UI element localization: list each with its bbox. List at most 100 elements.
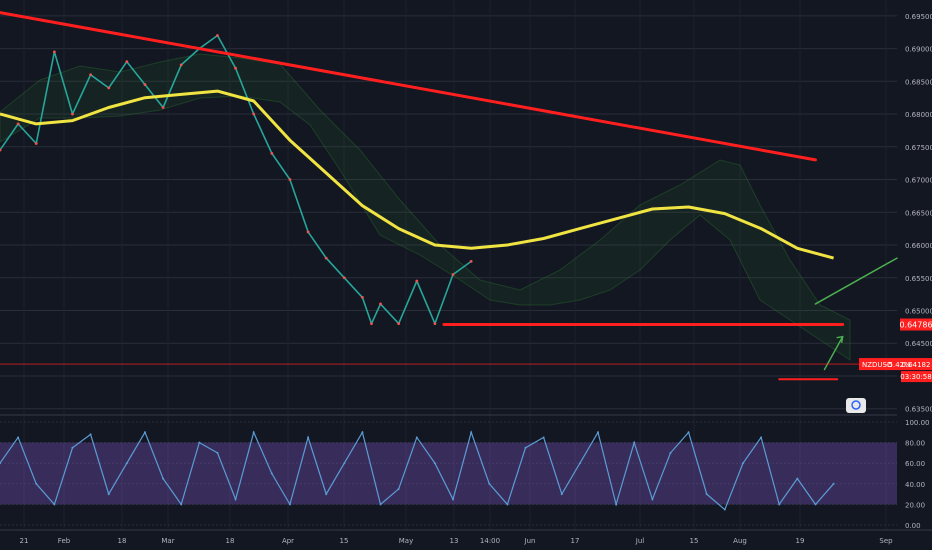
oscillator-point — [470, 431, 473, 434]
osc-tick-label: 80.00 — [905, 440, 925, 448]
price-tick-label: 0.69500 — [905, 13, 932, 21]
price-tick-label: 0.67000 — [905, 177, 932, 185]
price-point — [397, 322, 401, 325]
oscillator-point — [814, 503, 817, 506]
price-point — [179, 63, 183, 67]
price-point — [34, 142, 38, 145]
price-point — [107, 86, 111, 90]
x-tick-label: 13 — [450, 537, 459, 545]
price-point — [433, 322, 437, 325]
price-tick-label: 0.68000 — [905, 111, 932, 119]
oscillator-point — [669, 451, 672, 454]
oscillator-point — [560, 493, 563, 496]
price-line — [0, 34, 472, 325]
oscillator-point — [125, 462, 128, 465]
osc-tick-label: 0.00 — [905, 522, 921, 530]
oscillator-point — [687, 431, 690, 434]
x-tick-label: 18 — [226, 537, 235, 545]
price-point — [415, 279, 419, 283]
last-price-tag: NZDUSD -5.42% 0.64182 03:30:58 — [859, 358, 932, 383]
price-point — [270, 151, 274, 155]
oscillator-point — [524, 446, 527, 449]
oscillator-point — [760, 436, 763, 439]
price-point — [370, 322, 373, 325]
target-arrow-head — [836, 335, 844, 343]
price-point — [16, 122, 20, 126]
price-point — [324, 256, 328, 260]
price-point — [361, 296, 364, 299]
x-tick-label: May — [399, 537, 413, 545]
price-tick-label: 0.68500 — [905, 78, 932, 86]
oscillator-point — [107, 493, 110, 496]
x-tick-label: Feb — [58, 537, 71, 545]
price-tick-label: 0.63500 — [905, 406, 932, 414]
oscillator-point — [288, 503, 291, 506]
oscillator-point — [615, 503, 618, 506]
price-tick-label: 0.66000 — [905, 242, 932, 250]
x-tick-label: 15 — [340, 537, 349, 545]
price-tick-label: 0.69000 — [905, 46, 932, 54]
osc-tick-label: 20.00 — [905, 501, 925, 509]
x-tick-label: Mar — [161, 537, 174, 545]
price-point — [0, 148, 2, 152]
x-tick-label: Jul — [635, 537, 645, 545]
oscillator-point — [35, 482, 38, 485]
price-point — [252, 112, 256, 116]
price-tick-label: 0.65000 — [905, 308, 932, 316]
oscillator-point — [71, 446, 74, 449]
osc-tick-label: 100.00 — [905, 419, 930, 427]
price-point — [234, 66, 237, 70]
price-point — [125, 60, 129, 64]
price-point — [216, 34, 219, 37]
price-grid — [0, 0, 897, 530]
oscillator-point — [488, 482, 491, 485]
oscillator-point — [741, 462, 744, 465]
x-tick-label: 21 — [20, 537, 29, 545]
oscillator-axis: 100.00 80.00 60.00 40.00 20.00 0.00 — [905, 419, 930, 530]
price-point — [52, 50, 56, 54]
price-point — [89, 73, 93, 77]
price-point — [342, 276, 346, 280]
oscillator-point — [53, 503, 56, 506]
price-point — [161, 106, 165, 109]
price-layer — [0, 34, 834, 325]
price-tick-label: 0.64500 — [905, 340, 932, 348]
last-price-label: 0.64182 — [902, 361, 931, 369]
x-tick-label: 17 — [571, 537, 580, 545]
oscillator-point — [270, 472, 273, 475]
x-axis: 21 Feb 18 Mar 18 Apr 15 May 13 14:00 Jun 17 Jul 15 Aug… — [20, 537, 894, 545]
oscillator-point — [796, 477, 799, 480]
price-point — [288, 178, 292, 181]
oscillator-layer — [0, 430, 835, 511]
oscillator-point — [433, 462, 436, 465]
x-tick-label: Sep — [879, 537, 893, 545]
alert-icon[interactable] — [846, 398, 866, 413]
trendline — [0, 11, 817, 162]
price-point — [379, 302, 382, 306]
x-tick-label: Aug — [733, 537, 747, 545]
price-point — [306, 230, 310, 234]
oscillator-point — [307, 436, 310, 439]
symbol-label: NZDUSD — [862, 361, 892, 369]
oscillator-point — [343, 462, 346, 465]
countdown-label: 03:30:58 — [900, 373, 931, 381]
oscillator-point — [633, 441, 636, 444]
osc-tick-label: 40.00 — [905, 481, 925, 489]
oscillator-point — [325, 493, 328, 496]
oscillator-point — [0, 462, 1, 465]
x-tick-label: Jun — [524, 537, 536, 545]
change-label: -5.42% — [886, 361, 911, 369]
oscillator-point — [198, 441, 201, 444]
level-label-tag: 0.64786 — [899, 318, 932, 331]
x-tick-label: 15 — [690, 537, 699, 545]
x-tick-label: 19 — [796, 537, 805, 545]
oscillator-point — [162, 477, 165, 480]
oscillator-point — [651, 498, 654, 501]
price-point — [71, 112, 74, 116]
osc-tick-label: 60.00 — [905, 460, 925, 468]
oscillator-point — [379, 503, 382, 506]
oscillator-point — [578, 462, 581, 465]
oscillator-point — [832, 482, 835, 485]
price-point — [451, 273, 455, 276]
